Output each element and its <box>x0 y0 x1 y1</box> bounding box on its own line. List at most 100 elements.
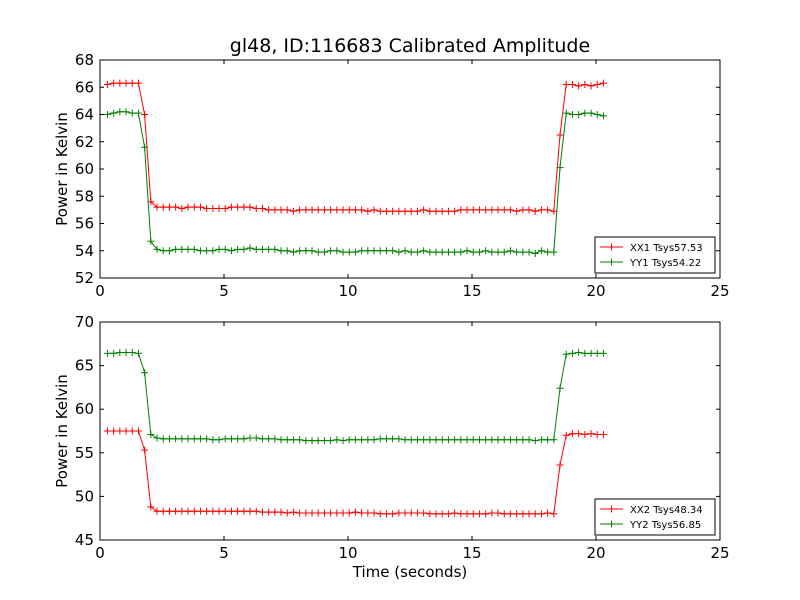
data-point <box>283 206 291 214</box>
data-point <box>147 237 155 245</box>
data-point <box>110 109 118 117</box>
data-point <box>587 82 595 90</box>
data-point <box>165 203 173 211</box>
data-point <box>327 206 335 214</box>
data-point <box>389 435 397 443</box>
data-point <box>587 430 595 438</box>
y-tick-label: 56 <box>75 215 94 233</box>
data-point <box>451 436 459 444</box>
data-point <box>122 108 130 116</box>
data-point <box>364 509 372 517</box>
data-point <box>333 247 341 255</box>
data-point <box>463 436 471 444</box>
legend: XX2 Tsys48.34 YY2 Tsys56.85 <box>594 498 716 536</box>
data-point <box>320 206 328 214</box>
data-point <box>364 207 372 215</box>
data-point <box>178 245 186 253</box>
data-point <box>221 435 229 443</box>
data-point <box>209 507 217 515</box>
data-point <box>122 427 130 435</box>
data-point <box>562 109 570 117</box>
data-point <box>482 247 490 255</box>
data-point <box>234 507 242 515</box>
data-point <box>389 510 397 518</box>
data-point <box>488 206 496 214</box>
data-point <box>550 207 558 215</box>
axes-frame <box>99 321 721 541</box>
data-point <box>209 205 217 213</box>
data-point <box>401 247 409 255</box>
data-point <box>519 436 527 444</box>
data-point <box>184 435 192 443</box>
legend-entry: XX1 Tsys57.53 <box>630 243 703 254</box>
data-point <box>575 111 583 118</box>
data-point <box>320 437 328 445</box>
data-point <box>457 436 465 444</box>
data-point <box>203 507 211 515</box>
data-point <box>289 508 297 516</box>
data-point <box>147 430 155 438</box>
data-point <box>172 507 180 515</box>
data-point <box>395 435 403 443</box>
data-point <box>358 509 366 517</box>
data-point <box>215 436 223 444</box>
data-point <box>116 427 124 435</box>
data-point <box>209 436 217 444</box>
x-tick-label: 5 <box>219 282 229 300</box>
data-point <box>376 247 384 255</box>
data-point <box>562 431 570 439</box>
data-point <box>475 248 483 256</box>
y-tick-label: 70 <box>75 313 94 331</box>
data-point <box>209 247 217 255</box>
data-point <box>252 245 260 253</box>
data-point <box>488 509 496 517</box>
data-point <box>488 436 496 444</box>
data-point <box>562 350 570 358</box>
data-point <box>438 207 446 215</box>
data-point <box>469 510 477 518</box>
data-point <box>531 207 539 215</box>
data-point <box>351 248 359 256</box>
data-point <box>519 510 527 518</box>
data-point <box>128 109 136 117</box>
data-point <box>277 206 285 214</box>
subplot-bottom: 0 5 10 15 20 25 45 50 55 60 65 70 Power in Kelvin XX2… <box>53 313 730 562</box>
data-point <box>451 207 459 215</box>
data-point <box>165 247 173 255</box>
data-point <box>420 509 428 517</box>
chart-title: gl48, ID:116683 Calibrated Amplitude <box>230 35 590 57</box>
x-tick-label: 5 <box>219 544 229 562</box>
data-point <box>215 205 223 213</box>
data-point <box>432 436 440 444</box>
data-point <box>488 248 496 256</box>
data-point <box>221 507 229 515</box>
subplot-top: 0 5 10 15 20 25 52 54 56 58 60 62 64 66 68 Power in Kel… <box>53 51 730 300</box>
data-point <box>345 436 353 444</box>
data-point <box>302 509 310 517</box>
data-point <box>370 206 378 214</box>
data-point <box>339 509 347 517</box>
x-tick-label: 15 <box>462 282 481 300</box>
data-point <box>302 437 310 445</box>
data-point <box>587 349 595 357</box>
data-point <box>246 244 254 252</box>
data-point <box>581 81 589 89</box>
data-point <box>500 436 508 444</box>
data-point <box>227 435 235 443</box>
data-point <box>277 508 285 516</box>
data-point <box>531 437 539 445</box>
data-point <box>482 436 490 444</box>
data-point <box>500 248 508 256</box>
data-point <box>475 510 483 518</box>
data-point <box>234 245 242 253</box>
legend-marker <box>608 243 615 251</box>
data-point <box>506 206 514 214</box>
data-point <box>302 206 310 214</box>
data-point <box>296 509 304 517</box>
data-point <box>593 430 601 438</box>
data-point <box>196 507 204 515</box>
x-tick-label: 25 <box>710 544 729 562</box>
data-point <box>116 79 124 87</box>
data-point <box>116 349 124 357</box>
x-tick-label: 20 <box>586 544 605 562</box>
